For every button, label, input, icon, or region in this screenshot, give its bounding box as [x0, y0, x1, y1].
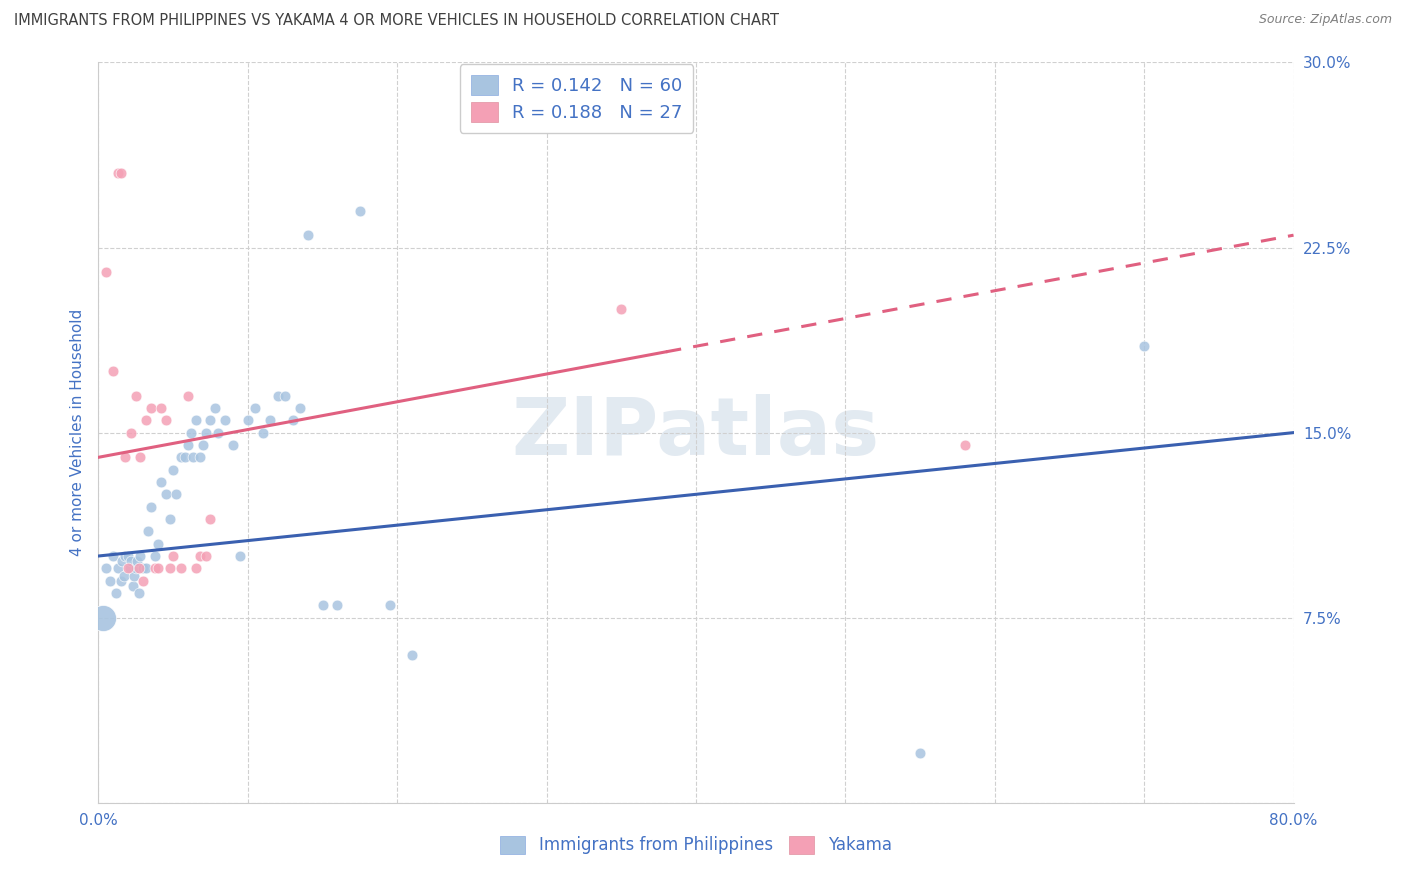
Point	[195, 549, 218, 563]
Point	[125, 388, 148, 402]
Point	[118, 561, 141, 575]
Point	[326, 599, 349, 613]
Point	[103, 364, 125, 378]
Point	[252, 425, 274, 440]
Point	[107, 166, 129, 180]
Point	[121, 579, 143, 593]
Point	[349, 203, 371, 218]
Point	[311, 599, 333, 613]
Point	[184, 561, 207, 575]
Point	[150, 401, 173, 415]
Point	[112, 568, 135, 582]
Point	[953, 438, 976, 452]
Point	[143, 549, 166, 563]
Point	[128, 561, 150, 575]
Point	[120, 425, 142, 440]
Point	[188, 450, 211, 465]
Point	[195, 425, 218, 440]
Point	[207, 425, 229, 440]
Point	[139, 500, 162, 514]
Point	[177, 438, 200, 452]
Point	[125, 561, 148, 575]
Point	[94, 265, 117, 279]
Point	[114, 549, 136, 563]
Text: IMMIGRANTS FROM PHILIPPINES VS YAKAMA 4 OR MORE VEHICLES IN HOUSEHOLD CORRELATIO: IMMIGRANTS FROM PHILIPPINES VS YAKAMA 4 …	[14, 13, 779, 29]
Point	[98, 574, 122, 588]
Point	[184, 413, 207, 427]
Point	[200, 413, 222, 427]
Point	[159, 561, 181, 575]
Point	[162, 549, 184, 563]
Point	[188, 549, 211, 563]
Point	[150, 475, 173, 489]
Point	[281, 413, 304, 427]
Point	[110, 166, 132, 180]
Point	[143, 561, 166, 575]
Point	[111, 554, 134, 568]
Point	[148, 561, 170, 575]
Point	[288, 401, 311, 415]
Point	[94, 561, 117, 575]
Point	[401, 648, 423, 662]
Point	[245, 401, 267, 415]
Legend: Immigrants from Philippines, Yakama: Immigrants from Philippines, Yakama	[494, 829, 898, 861]
Point	[169, 561, 191, 575]
Point	[297, 228, 319, 243]
Point	[117, 561, 139, 575]
Point	[177, 388, 200, 402]
Point	[107, 561, 129, 575]
Point	[105, 586, 128, 600]
Point	[135, 561, 157, 575]
Point	[610, 302, 633, 317]
Point	[169, 450, 191, 465]
Point	[103, 549, 125, 563]
Point	[117, 549, 139, 563]
Point	[139, 401, 162, 415]
Point	[132, 574, 155, 588]
Point	[159, 512, 181, 526]
Point	[114, 450, 136, 465]
Point	[378, 599, 401, 613]
Point	[229, 549, 252, 563]
Point	[222, 438, 245, 452]
Text: Source: ZipAtlas.com: Source: ZipAtlas.com	[1258, 13, 1392, 27]
Point	[129, 450, 152, 465]
Point	[174, 450, 197, 465]
Point	[200, 512, 222, 526]
Point	[267, 388, 290, 402]
Point	[204, 401, 226, 415]
Point	[135, 413, 157, 427]
Point	[136, 524, 159, 539]
Point	[180, 425, 202, 440]
Point	[165, 487, 187, 501]
Point	[236, 413, 259, 427]
Point	[148, 536, 170, 550]
Point	[181, 450, 204, 465]
Point	[155, 413, 177, 427]
Point	[124, 568, 146, 582]
Point	[191, 438, 214, 452]
Text: ZIPatlas: ZIPatlas	[512, 393, 880, 472]
Point	[155, 487, 177, 501]
Point	[132, 561, 155, 575]
Point	[1133, 339, 1156, 353]
Point	[91, 610, 114, 624]
Point	[110, 574, 132, 588]
Point	[274, 388, 297, 402]
Point	[120, 554, 142, 568]
Point	[128, 586, 150, 600]
Point	[162, 462, 184, 476]
Point	[908, 747, 931, 761]
Point	[259, 413, 281, 427]
Point	[127, 554, 149, 568]
Y-axis label: 4 or more Vehicles in Household: 4 or more Vehicles in Household	[69, 309, 84, 557]
Point	[214, 413, 236, 427]
Point	[129, 549, 152, 563]
